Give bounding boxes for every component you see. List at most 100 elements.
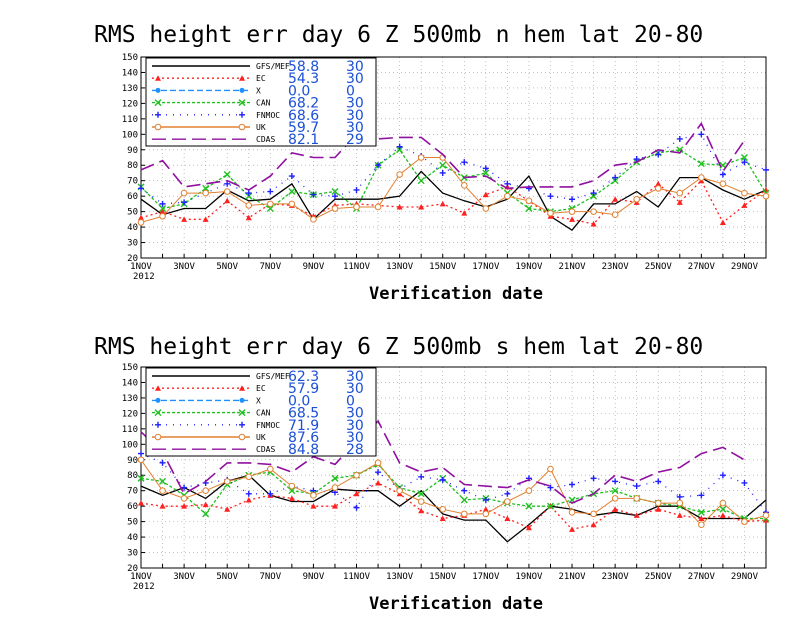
data-point — [590, 208, 597, 215]
legend-item: FNMOC 68.6 30 — [152, 108, 364, 124]
data-point — [155, 421, 161, 428]
data-point — [590, 521, 597, 528]
data-point — [138, 185, 144, 192]
data-point — [439, 161, 447, 169]
series-gfs-mef — [140, 170, 767, 232]
data-point — [482, 510, 490, 518]
data-point — [288, 482, 296, 490]
data-point — [310, 191, 317, 198]
y-tick-label: 80 — [127, 161, 138, 171]
data-point — [676, 512, 683, 518]
data-point — [239, 111, 245, 118]
data-point — [460, 182, 468, 189]
legend-mean: 84.8 — [288, 442, 319, 458]
data-point — [719, 180, 727, 188]
data-point — [159, 459, 166, 466]
data-point — [155, 397, 161, 403]
data-point — [612, 196, 619, 202]
series-line — [140, 121, 746, 191]
data-point — [353, 203, 360, 211]
legend-mean: 71.9 — [288, 418, 319, 434]
legend-mean: 57.9 — [288, 381, 319, 397]
series-cdas — [140, 419, 745, 505]
chart-title: RMS height err day 6 Z 500mb s hem lat 2… — [94, 334, 703, 360]
legend-name: EC — [256, 74, 266, 83]
data-point — [611, 495, 619, 502]
data-point — [482, 169, 490, 177]
legend-name: UK — [256, 123, 266, 132]
data-point — [154, 409, 162, 417]
chart-panel-nhem: RMS height err day 6 Z 500mb n hem lat 2… — [94, 22, 770, 304]
data-point — [569, 481, 576, 488]
data-point — [461, 159, 468, 166]
data-point — [310, 492, 317, 499]
data-point — [763, 166, 769, 173]
data-point — [223, 188, 231, 195]
x-tick-label: 27NOV — [688, 572, 716, 582]
data-point — [331, 205, 339, 212]
y-tick-label: 40 — [127, 533, 138, 543]
data-point — [239, 397, 245, 403]
data-point — [396, 203, 403, 210]
data-point — [719, 499, 727, 507]
legend-count: 30 — [346, 430, 364, 446]
data-point — [525, 205, 533, 213]
data-point — [159, 205, 167, 213]
data-point — [633, 495, 640, 502]
y-tick-label: 110 — [122, 115, 138, 125]
data-point — [719, 219, 726, 225]
y-tick-label: 140 — [122, 378, 138, 388]
y-tick-label: 50 — [127, 208, 138, 218]
legend-count: 30 — [346, 120, 364, 136]
data-point — [697, 160, 705, 168]
x-tick-label: 5NOV — [216, 262, 238, 272]
legend-mean: 58.8 — [288, 59, 319, 75]
data-point — [569, 196, 576, 203]
data-point — [482, 191, 489, 198]
legend-mean: 62.3 — [288, 369, 319, 385]
data-point — [698, 492, 705, 499]
x-tick-label: 21NOV — [558, 572, 586, 582]
x-tick-label: 15NOV — [429, 572, 457, 582]
data-point — [288, 188, 296, 196]
data-point — [439, 505, 447, 513]
data-point — [525, 487, 533, 494]
data-point — [418, 203, 425, 210]
data-point — [202, 510, 210, 518]
data-point — [202, 216, 209, 222]
data-point — [655, 506, 662, 512]
series-layer — [137, 121, 770, 232]
series-line — [140, 157, 767, 223]
data-point — [155, 75, 161, 81]
x-tick-label: 23NOV — [602, 572, 630, 582]
data-point — [741, 159, 748, 166]
data-point — [239, 87, 245, 93]
data-point — [569, 526, 576, 532]
data-point — [569, 216, 576, 222]
series-line — [140, 419, 745, 505]
y-tick-label: 100 — [122, 130, 138, 140]
data-point — [590, 510, 597, 518]
data-point — [154, 123, 162, 131]
y-tick-label: 150 — [122, 53, 138, 63]
x-tick-label: 7NOV — [259, 572, 281, 582]
legend-mean: 68.5 — [288, 406, 319, 422]
x-tick-label: 9NOV — [303, 262, 325, 272]
legend-item: X 0.0 0 — [152, 393, 355, 409]
legend-count: 30 — [346, 59, 364, 75]
data-point — [482, 165, 489, 172]
y-tick-label: 130 — [122, 394, 138, 404]
data-point — [310, 503, 317, 509]
data-point — [418, 473, 425, 480]
legend-name: GFS/MEF — [256, 62, 290, 71]
data-point — [676, 189, 684, 197]
legend-mean: 82.1 — [288, 132, 319, 148]
legend-count: 30 — [346, 418, 364, 434]
data-point — [525, 524, 532, 531]
x-tick-label: 25NOV — [645, 572, 673, 582]
data-point — [698, 515, 705, 522]
data-point — [238, 409, 246, 417]
data-point — [461, 210, 468, 216]
data-point — [633, 156, 640, 163]
